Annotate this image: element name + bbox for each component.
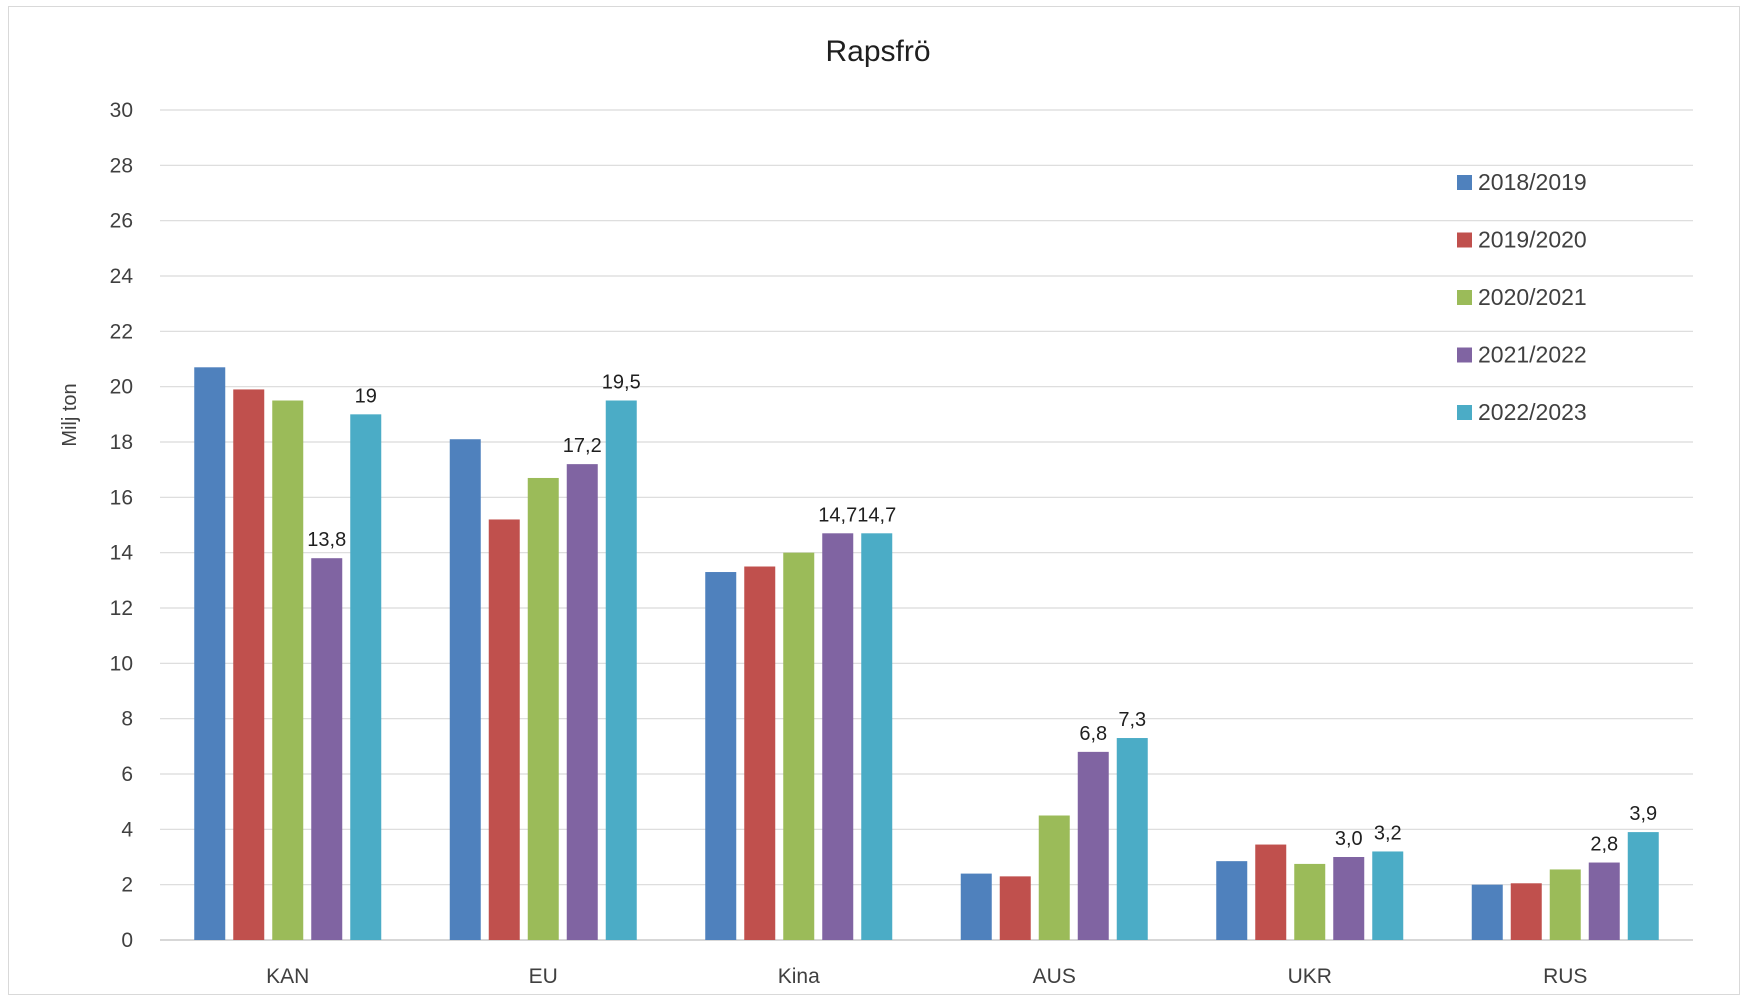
y-tick-label: 22: [110, 320, 133, 343]
bar: [1549, 869, 1581, 940]
y-tick-label: 14: [110, 542, 134, 565]
bar: [1471, 884, 1503, 940]
data-label: 3,9: [1629, 803, 1657, 825]
bar: [999, 876, 1031, 940]
data-label: 19,5: [602, 372, 641, 394]
data-label: 13,8: [307, 529, 346, 551]
bar: [1372, 851, 1404, 940]
x-tick-label: RUS: [1543, 965, 1587, 988]
y-tick-label: 12: [110, 597, 133, 620]
y-tick-label: 28: [110, 154, 133, 177]
x-tick-label: Kina: [778, 965, 820, 988]
bar: [822, 533, 854, 940]
y-tick-label: 30: [110, 99, 133, 122]
bar: [449, 439, 481, 940]
x-tick-label: UKR: [1288, 965, 1332, 988]
bars: [194, 367, 1659, 940]
legend-label: 2021/2022: [1478, 342, 1587, 368]
data-label: 17,2: [563, 435, 602, 457]
legend-label: 2022/2023: [1478, 399, 1587, 425]
legend-swatch: [1457, 405, 1472, 420]
y-tick-label: 24: [110, 265, 134, 288]
data-label: 7,3: [1118, 709, 1146, 731]
bar: [1510, 883, 1542, 940]
legend-swatch: [1457, 175, 1472, 190]
x-tick-label: AUS: [1033, 965, 1076, 988]
bar: [605, 400, 637, 940]
bar: [488, 519, 520, 940]
bar: [1333, 857, 1365, 940]
data-label: 6,8: [1079, 723, 1107, 745]
legend: 2018/2019 2019/2020 2020/2021 2021/2022 2022…: [1457, 169, 1587, 425]
data-label: 14,7: [818, 504, 857, 526]
bar: [1588, 862, 1620, 940]
data-label: 19: [355, 385, 377, 407]
legend-swatch: [1457, 290, 1472, 305]
legend-swatch: [1457, 347, 1472, 363]
bar: [1255, 844, 1287, 940]
y-tick-label: 6: [121, 763, 133, 786]
data-label: 14,7: [857, 504, 896, 526]
y-tick-label: 16: [110, 486, 133, 509]
bar: [861, 533, 893, 940]
y-tick-label: 20: [110, 376, 133, 399]
y-tick-label: 2: [121, 874, 133, 897]
gridlines: [160, 109, 1693, 941]
bar: [1216, 861, 1248, 940]
bar: [272, 400, 304, 940]
bar: [1077, 751, 1109, 940]
data-label: 3,0: [1335, 828, 1363, 850]
y-tick-label: 26: [110, 210, 133, 233]
x-tick-label: EU: [529, 965, 558, 988]
legend-swatch: [1457, 232, 1472, 248]
chart-title: Rapsfrö: [825, 35, 930, 68]
bar: [1294, 863, 1326, 940]
legend-label: 2018/2019: [1478, 169, 1587, 195]
bar: [1038, 815, 1070, 940]
bar: [1116, 738, 1148, 940]
y-tick-label: 8: [121, 708, 133, 731]
data-label: 2,8: [1590, 834, 1618, 856]
bar: [744, 566, 776, 940]
bar: [960, 873, 992, 940]
y-axis-title: Milj ton: [59, 383, 81, 446]
y-tick-label: 18: [110, 431, 133, 454]
legend-label: 2019/2020: [1478, 227, 1587, 253]
bar: [350, 414, 382, 940]
data-labels: 13,8 19 17,2 19,5 14,7 14,7 6,8 7,3 3,0 3,2 2,8 3,9: [307, 372, 1657, 856]
y-tick-label: 10: [110, 652, 133, 675]
bar: [566, 464, 598, 940]
bar: [311, 558, 343, 940]
x-tick-label: KAN: [266, 965, 309, 988]
bar: [783, 552, 815, 940]
bar: [1627, 832, 1659, 940]
legend-label: 2020/2021: [1478, 284, 1587, 310]
bar: [194, 367, 226, 940]
bar: [233, 389, 265, 940]
bar: [705, 572, 737, 940]
bar: [527, 477, 559, 940]
data-label: 3,2: [1374, 822, 1402, 844]
y-tick-label: 4: [121, 818, 133, 841]
x-axis-ticks: KAN EU Kina AUS UKR RUS: [266, 965, 1587, 988]
y-tick-label: 0: [121, 929, 133, 952]
